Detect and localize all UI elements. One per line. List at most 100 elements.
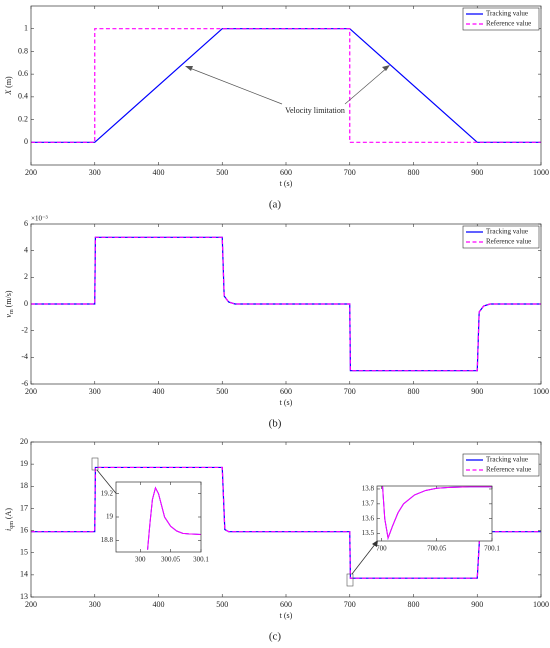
legend-label: Tracking value — [486, 10, 528, 18]
axes-frame — [30, 5, 542, 166]
plot: 200 300 400 500 600 700 800 900 1000 -6 -4 -2 0 2 4 6 t … — [4, 215, 549, 430]
y-label-unit: (m) — [4, 76, 13, 88]
y-tick-label: 13.5 — [362, 529, 375, 537]
series-group — [147, 486, 201, 550]
x-tick-label: 1000 — [533, 600, 549, 609]
arrow-head — [382, 65, 390, 71]
y-tick-label: 2 — [24, 272, 28, 281]
axes-frame — [376, 485, 493, 542]
y-tick-label: 17 — [20, 503, 28, 512]
series-group — [31, 236, 541, 372]
zoom-arrow — [351, 542, 377, 575]
x-tick-label: 500 — [216, 600, 228, 609]
y-label-main: X — [4, 89, 13, 96]
y-tick-label: -4 — [21, 352, 28, 361]
x-tick-label: 600 — [280, 600, 292, 609]
y-label-sub: m — [9, 309, 15, 314]
arrow — [344, 66, 389, 105]
x-axis-label: t (s) — [280, 611, 293, 620]
y-tick-label: 13.8 — [362, 485, 375, 493]
legend-label: Tracking value — [486, 228, 528, 236]
y-label-unit: (A) — [4, 508, 13, 519]
y-tick-label: 0.4 — [18, 92, 28, 101]
y-label-sub: qm — [9, 521, 15, 529]
x-tick-label: 700.1 — [484, 545, 500, 553]
axes-frame — [115, 481, 202, 553]
x-tick-label: 900 — [471, 168, 483, 177]
x-tick-label: 300 — [135, 556, 146, 564]
series-group — [382, 486, 492, 540]
y-tick-label: 13.7 — [362, 499, 375, 507]
x-axis-label: t (s) — [280, 179, 293, 188]
plot-area — [377, 486, 492, 541]
series-line — [382, 486, 492, 540]
x-tick-label: 400 — [153, 168, 165, 177]
y-tick-label: 0.6 — [18, 69, 28, 78]
x-axis-label: t (s) — [280, 398, 293, 407]
y-multiplier: ×10⁻³ — [31, 215, 48, 223]
x-tick-label: 800 — [408, 168, 420, 177]
legend-label: Reference value — [486, 20, 531, 28]
x-tick-label: 300 — [89, 600, 101, 609]
x-tick-label: 600 — [280, 168, 292, 177]
y-tick-label: 13.6 — [362, 514, 375, 522]
y-axis-label: X(m) — [4, 76, 13, 96]
arrow-head — [185, 66, 193, 71]
x-tick-label: 200 — [25, 387, 37, 396]
y-tick-label: 19.2 — [101, 489, 114, 497]
y-axis-label: iqm (A) — [4, 508, 16, 531]
x-tick-label: 700 — [344, 387, 356, 396]
x-tick-label: 700.05 — [427, 545, 447, 553]
y-tick-label: -2 — [21, 325, 28, 334]
x-tick-label: 300 — [89, 168, 101, 177]
x-tick-label: 800 — [408, 600, 420, 609]
annotation-arrows: Velocity limitation — [185, 65, 390, 115]
x-tick-label: 1000 — [533, 168, 549, 177]
y-tick-label: 15 — [20, 548, 28, 557]
x-tick-label: 700 — [344, 168, 356, 177]
arrow — [186, 66, 283, 105]
y-axis-label: vm (m/s) — [4, 290, 16, 317]
zoom-box — [91, 457, 99, 471]
x-tick-label: 1000 — [533, 387, 549, 396]
series-group — [31, 28, 541, 143]
x-tick-label: 700 — [376, 545, 387, 553]
y-tick-label: 18 — [20, 481, 28, 490]
y-tick-label: 16 — [20, 525, 28, 534]
plot-area — [31, 6, 541, 165]
zoom-box — [346, 573, 354, 587]
series-line — [31, 28, 541, 143]
y-tick-label: 0.2 — [18, 114, 28, 123]
y-label-main: i — [4, 529, 13, 531]
caption: (b) — [269, 418, 282, 430]
caption: (c) — [269, 631, 282, 643]
axes-frame — [30, 441, 542, 598]
y-tick-label: 6 — [24, 219, 28, 228]
x-tick-label: 500 — [216, 387, 228, 396]
y-tick-label: 0.8 — [18, 46, 28, 55]
inset: 700 700.05 700.1 13.5 13.6 13.7 13.8 — [362, 485, 501, 553]
y-tick-label: 13 — [20, 592, 28, 601]
x-tick-label: 200 — [25, 600, 37, 609]
plot: 200 300 400 500 600 700 800 900 1000 0 0.2 0.4 0.6 0.… — [4, 5, 549, 211]
x-tick-label: 400 — [153, 600, 165, 609]
series-line — [31, 466, 541, 579]
y-tick-label: 19 — [106, 513, 114, 521]
caption: (a) — [269, 199, 282, 211]
y-tick-label: 14 — [20, 570, 28, 579]
y-tick-label: 19 — [20, 459, 28, 468]
x-tick-label: 900 — [471, 600, 483, 609]
x-tick-label: 300.1 — [193, 556, 209, 564]
x-tick-label: 300.05 — [161, 556, 181, 564]
legend-label: Tracking value — [486, 456, 528, 464]
x-tick-label: 900 — [471, 387, 483, 396]
axes-frame — [30, 223, 542, 385]
legend-label: Reference value — [486, 238, 531, 246]
y-tick-label: 20 — [20, 437, 28, 446]
y-tick-label: 18.8 — [101, 536, 114, 544]
annotation: Velocity limitation — [285, 106, 345, 115]
inset: 300 300.05 300.1 18.8 19 19.2 — [101, 481, 209, 564]
x-tick-label: 800 — [408, 387, 420, 396]
zoom-arrow-head — [372, 540, 378, 547]
